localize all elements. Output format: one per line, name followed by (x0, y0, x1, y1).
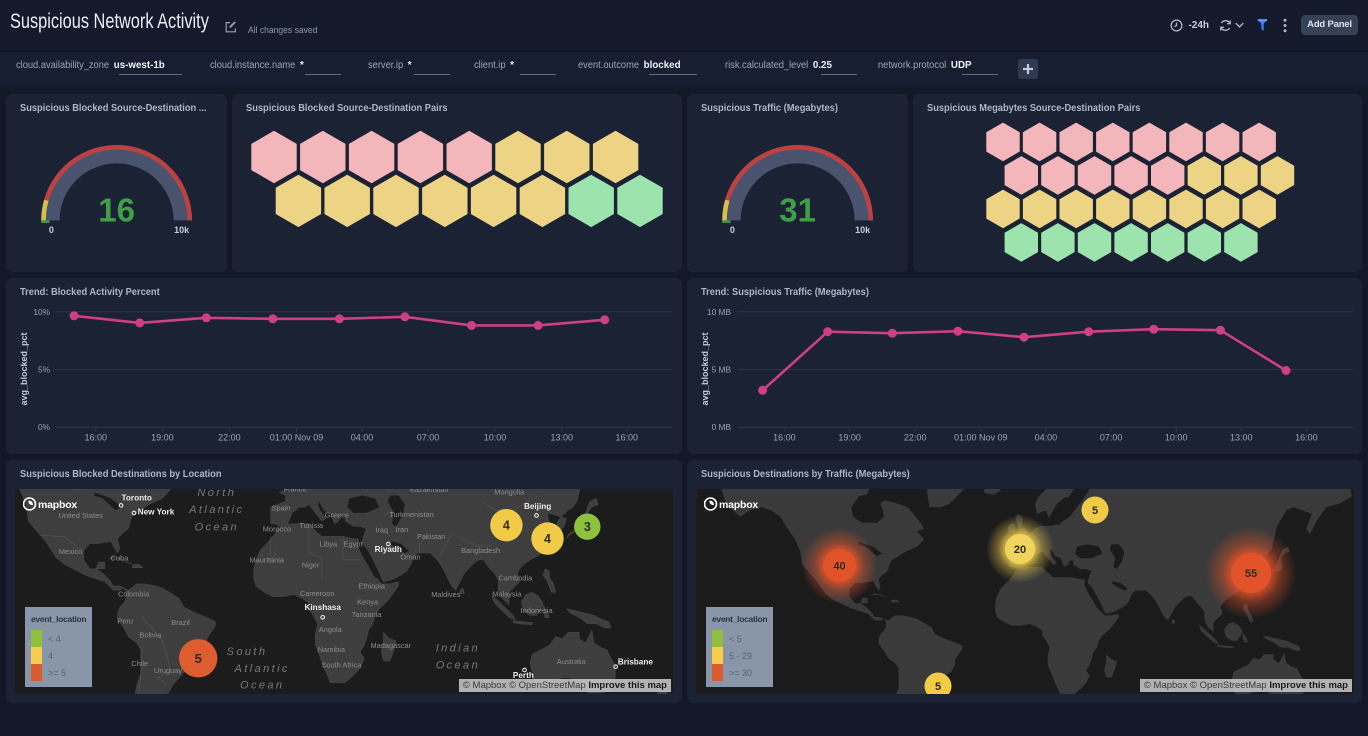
svg-text:Brazil: Brazil (171, 618, 190, 627)
svg-text:10%: 10% (33, 307, 50, 317)
svg-text:Ocean: Ocean (195, 522, 239, 534)
svg-text:Ocean: Ocean (436, 659, 480, 671)
svg-text:Cambodia: Cambodia (499, 574, 534, 583)
svg-text:22:00: 22:00 (904, 433, 927, 443)
svg-text:Namibia: Namibia (318, 645, 346, 654)
svg-text:Turkmenistan: Turkmenistan (389, 510, 434, 519)
svg-text:10:00: 10:00 (1165, 433, 1188, 443)
svg-text:Uruguay: Uruguay (154, 666, 182, 675)
svg-text:5 MB: 5 MB (712, 365, 732, 375)
svg-text:avg_blocked_pct: avg_blocked_pct (700, 332, 710, 405)
svg-text:Riyadh: Riyadh (375, 545, 402, 554)
svg-text:55: 55 (1245, 568, 1257, 580)
svg-text:Peru: Peru (117, 616, 133, 625)
svg-text:Morocco: Morocco (263, 525, 291, 534)
svg-text:10k: 10k (174, 225, 190, 235)
svg-text:0: 0 (49, 225, 54, 235)
svg-text:Brisbane: Brisbane (618, 658, 653, 667)
svg-text:40: 40 (833, 561, 845, 573)
svg-text:Angola: Angola (319, 625, 343, 634)
svg-text:New York: New York (138, 508, 175, 517)
svg-text:Pakistan: Pakistan (417, 532, 445, 541)
svg-text:Greece: Greece (325, 511, 349, 520)
svg-text:United States: United States (59, 511, 104, 520)
svg-text:Toronto: Toronto (122, 493, 152, 502)
svg-text:5: 5 (935, 681, 941, 693)
svg-text:mapbox: mapbox (38, 499, 77, 511)
svg-text:16:00: 16:00 (1295, 433, 1318, 443)
svg-text:31: 31 (779, 191, 816, 228)
svg-text:0: 0 (730, 225, 735, 235)
svg-text:10:00: 10:00 (484, 433, 507, 443)
svg-text:Cameroon: Cameroon (300, 589, 335, 598)
svg-text:Kazakhstan: Kazakhstan (410, 489, 449, 494)
svg-text:20: 20 (1014, 544, 1026, 556)
svg-text:Colombia: Colombia (118, 590, 150, 599)
svg-text:Mexico: Mexico (59, 547, 82, 556)
svg-text:Iran: Iran (396, 525, 409, 534)
svg-text:Kinshasa: Kinshasa (304, 603, 341, 612)
svg-text:Kenya: Kenya (357, 598, 379, 607)
svg-text:16:00: 16:00 (85, 433, 108, 443)
svg-text:Mauritania: Mauritania (250, 555, 285, 564)
svg-text:Perth: Perth (513, 671, 534, 680)
svg-text:mapbox: mapbox (719, 499, 758, 511)
svg-text:07:00: 07:00 (1100, 433, 1123, 443)
svg-text:3: 3 (584, 520, 591, 534)
svg-text:Tanzania: Tanzania (352, 610, 382, 619)
svg-text:Atlantic: Atlantic (234, 663, 290, 675)
svg-text:13:00: 13:00 (1230, 433, 1253, 443)
svg-text:South: South (227, 646, 268, 658)
svg-text:Maldives: Maldives (431, 590, 460, 599)
svg-text:Egypt: Egypt (344, 540, 363, 549)
svg-text:Madagascar: Madagascar (370, 641, 411, 650)
svg-text:4: 4 (503, 519, 510, 533)
svg-text:Spain: Spain (272, 503, 291, 512)
svg-text:Oman: Oman (400, 552, 420, 561)
svg-text:Australia: Australia (557, 657, 587, 666)
svg-text:Beijing: Beijing (524, 502, 551, 511)
svg-text:Bolivia: Bolivia (139, 631, 162, 640)
svg-text:Indonesia: Indonesia (521, 606, 554, 615)
svg-text:Atlantic: Atlantic (188, 504, 244, 516)
svg-text:Bangladesh: Bangladesh (461, 546, 500, 555)
svg-text:22:00: 22:00 (218, 433, 241, 443)
svg-text:Cuba: Cuba (111, 553, 130, 562)
svg-text:0%: 0% (38, 422, 51, 432)
svg-text:10k: 10k (855, 225, 871, 235)
svg-text:0 MB: 0 MB (712, 422, 732, 432)
svg-text:5: 5 (195, 651, 202, 666)
svg-text:01:00 Nov 09: 01:00 Nov 09 (954, 433, 1008, 443)
svg-text:avg_blocked_pct: avg_blocked_pct (19, 332, 29, 405)
svg-text:Ocean: Ocean (240, 679, 284, 691)
svg-text:5%: 5% (38, 365, 51, 375)
svg-text:Malaysia: Malaysia (492, 590, 522, 599)
svg-text:Niger: Niger (302, 560, 320, 569)
svg-text:04:00: 04:00 (351, 433, 374, 443)
svg-text:South Africa: South Africa (321, 660, 362, 669)
svg-text:North: North (197, 489, 236, 499)
svg-text:10 MB: 10 MB (707, 307, 731, 317)
svg-text:07:00: 07:00 (417, 433, 440, 443)
svg-text:16:00: 16:00 (616, 433, 639, 443)
svg-text:5: 5 (1092, 505, 1098, 517)
svg-text:19:00: 19:00 (838, 433, 861, 443)
svg-text:Iraq: Iraq (375, 526, 388, 535)
svg-text:01:00 Nov 09: 01:00 Nov 09 (270, 433, 324, 443)
svg-text:France: France (283, 489, 306, 494)
svg-text:Tunisia: Tunisia (299, 521, 323, 530)
svg-text:04:00: 04:00 (1035, 433, 1058, 443)
svg-text:Indian: Indian (436, 643, 480, 655)
svg-text:Ethiopia: Ethiopia (358, 582, 386, 591)
svg-text:Mongolia: Mongolia (494, 489, 525, 496)
svg-text:Libya: Libya (319, 540, 338, 549)
svg-text:19:00: 19:00 (151, 433, 174, 443)
svg-text:16:00: 16:00 (773, 433, 796, 443)
svg-text:4: 4 (544, 532, 551, 546)
svg-text:13:00: 13:00 (551, 433, 574, 443)
svg-text:Chile: Chile (131, 659, 148, 668)
svg-text:16: 16 (98, 191, 135, 228)
